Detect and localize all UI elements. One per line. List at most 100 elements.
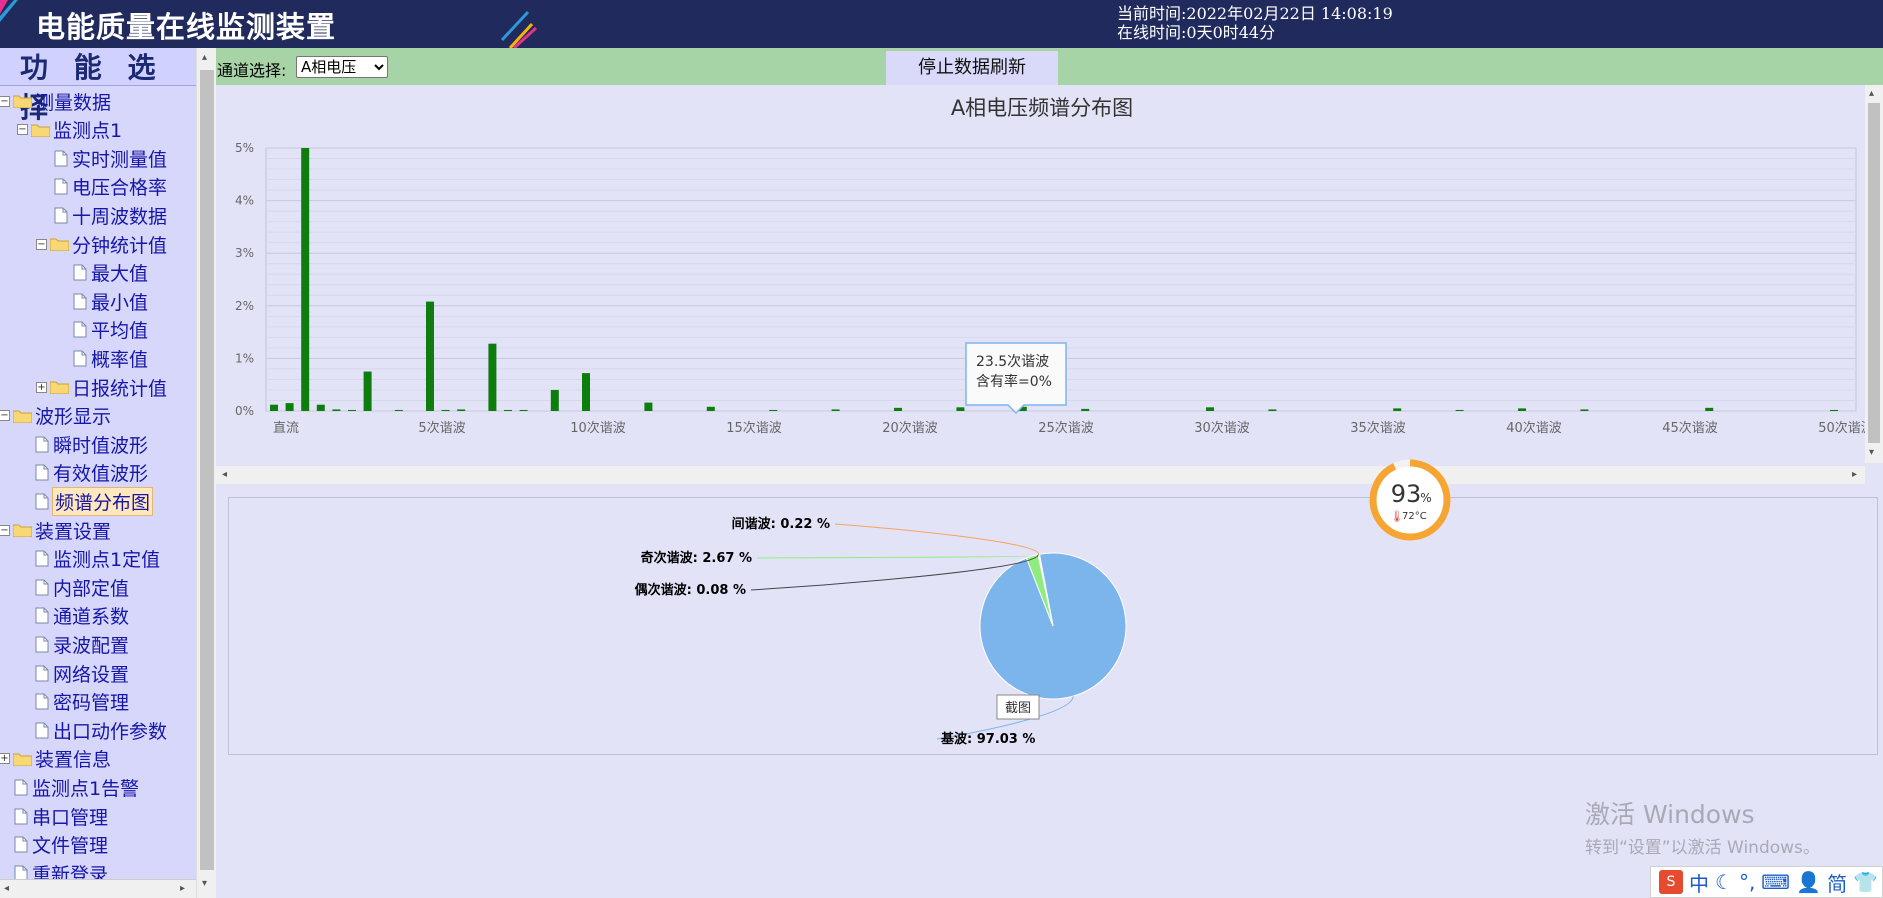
stop-refresh-button[interactable]: 停止数据刷新: [886, 51, 1058, 85]
spectrum-bar[interactable]: [301, 148, 310, 411]
expand-icon[interactable]: +: [36, 381, 47, 393]
scroll-left-icon[interactable]: ◂: [4, 883, 10, 894]
spectrum-bar[interactable]: [363, 371, 372, 411]
spectrum-bar[interactable]: [1393, 408, 1402, 411]
scroll-left-icon[interactable]: ◂: [222, 469, 228, 480]
spectrum-bar[interactable]: [706, 406, 715, 411]
tooltip-line1: 23.5次谐波: [976, 354, 1049, 370]
sidebar-vertical-scrollbar[interactable]: ▴ ▾: [196, 48, 216, 898]
expand-icon[interactable]: +: [0, 753, 10, 765]
sidebar-item[interactable]: 通道系数: [35, 603, 129, 629]
sidebar-item-label: 有效值波形: [53, 463, 149, 486]
shirt-icon[interactable]: 👕: [1853, 870, 1878, 894]
scroll-right-icon[interactable]: ▸: [1852, 469, 1858, 480]
scroll-up-icon[interactable]: ▴: [202, 52, 208, 63]
spectrum-bar[interactable]: [394, 409, 403, 411]
spectrum-bar[interactable]: [1518, 408, 1526, 411]
spectrum-bar[interactable]: [270, 404, 278, 411]
moon-icon[interactable]: ☾: [1715, 870, 1733, 894]
user-icon[interactable]: 👤: [1796, 870, 1822, 894]
ime-toolbar[interactable]: S 中 ☾ °, ⌨ 👤 简 👕: [1650, 866, 1883, 898]
sidebar-item[interactable]: 密码管理: [35, 689, 129, 715]
keyboard-icon[interactable]: ⌨: [1761, 870, 1791, 894]
sidebar-item[interactable]: 最小值: [73, 288, 148, 314]
channel-toolbar: 通道选择: A相电压 停止数据刷新: [216, 48, 1883, 85]
spectrum-bar[interactable]: [1206, 407, 1214, 411]
chart-horizontal-scrollbar[interactable]: ◂ ▸: [216, 466, 1865, 484]
spectrum-bar[interactable]: [1580, 409, 1589, 411]
sidebar-item[interactable]: − 监测点1: [17, 117, 122, 143]
sidebar-item[interactable]: 录波配置: [35, 631, 129, 657]
scroll-down-icon[interactable]: ▾: [202, 878, 208, 889]
cpu-usage-gauge[interactable]: 93 % 🌡 72°C: [1368, 458, 1452, 542]
collapse-icon[interactable]: −: [17, 124, 28, 136]
spectrum-bar[interactable]: [1268, 409, 1277, 411]
chart-vertical-scrollbar[interactable]: ▴ ▾: [1865, 85, 1883, 463]
scroll-down-icon[interactable]: ▾: [1869, 447, 1875, 458]
sidebar-item[interactable]: 串口管理: [14, 803, 108, 829]
spectrum-bar[interactable]: [285, 403, 294, 411]
sidebar-item[interactable]: 出口动作参数: [35, 717, 167, 743]
ime-logo-icon[interactable]: S: [1659, 870, 1683, 894]
sidebar-item[interactable]: 内部定值: [35, 574, 129, 600]
sidebar-item[interactable]: 十周波数据: [54, 202, 167, 228]
sidebar-item[interactable]: 监测点1告警: [14, 774, 139, 800]
channel-select[interactable]: A相电压: [296, 56, 388, 78]
sidebar-item[interactable]: + 装置信息: [0, 746, 111, 772]
spectrum-bar[interactable]: [582, 373, 590, 411]
x-tick-label: 25次谐波: [1038, 420, 1094, 436]
scroll-right-icon[interactable]: ▸: [180, 883, 186, 894]
spectrum-bar[interactable]: [769, 409, 778, 411]
sidebar-item[interactable]: 网络设置: [35, 660, 129, 686]
spectrum-bar[interactable]: [348, 409, 356, 411]
sidebar-item[interactable]: 有效值波形: [35, 460, 148, 486]
sidebar-item[interactable]: 实时测量值: [54, 145, 167, 171]
collapse-icon[interactable]: −: [36, 238, 47, 250]
sidebar-item[interactable]: − 分钟统计值: [36, 231, 167, 257]
spectrum-bar[interactable]: [488, 343, 497, 411]
gauge-value: 93: [1391, 480, 1422, 508]
punctuation-icon[interactable]: °,: [1738, 870, 1756, 894]
ime-simplified-mode[interactable]: 简: [1827, 871, 1848, 896]
sidebar-item[interactable]: 平均值: [73, 317, 148, 343]
spectrum-bar[interactable]: [831, 409, 840, 411]
spectrum-bar[interactable]: [550, 389, 559, 411]
spectrum-bar[interactable]: [1830, 409, 1838, 411]
scroll-up-icon[interactable]: ▴: [1869, 88, 1875, 99]
sidebar-item[interactable]: 文件管理: [14, 832, 108, 858]
sidebar-item[interactable]: − 波形显示: [0, 403, 111, 429]
spectrum-bar[interactable]: [519, 409, 528, 411]
spectrum-bar[interactable]: [426, 301, 434, 411]
sidebar-item[interactable]: 电压合格率: [54, 174, 167, 200]
spectrum-bar[interactable]: [1018, 406, 1027, 411]
collapse-icon[interactable]: −: [0, 410, 10, 422]
x-tick-label: 35次谐波: [1350, 420, 1406, 436]
sidebar-item[interactable]: − 装置设置: [0, 517, 111, 543]
sidebar-item[interactable]: 监测点1定值: [35, 546, 160, 572]
sidebar-item[interactable]: 最大值: [73, 260, 148, 286]
spectrum-bar[interactable]: [644, 402, 653, 411]
sidebar-item-label: 平均值: [91, 320, 149, 343]
spectrum-bar[interactable]: [1705, 407, 1714, 411]
spectrum-bar[interactable]: [1455, 409, 1464, 411]
scrollbar-thumb[interactable]: [200, 70, 214, 870]
page-icon: [54, 207, 68, 224]
spectrum-bar[interactable]: [894, 407, 902, 411]
spectrum-bar[interactable]: [1081, 408, 1090, 411]
collapse-icon[interactable]: −: [0, 95, 10, 107]
sidebar-item[interactable]: 概率值: [73, 345, 148, 371]
spectrum-bar[interactable]: [956, 407, 965, 411]
collapse-icon[interactable]: −: [0, 524, 10, 536]
sidebar-horizontal-scrollbar[interactable]: ◂ ▸: [0, 879, 196, 898]
scrollbar-thumb[interactable]: [1868, 103, 1880, 443]
spectrum-bar[interactable]: [316, 404, 325, 411]
spectrum-bar[interactable]: [504, 409, 512, 411]
spectrum-bar[interactable]: [332, 409, 341, 411]
sidebar-item[interactable]: − 测量数据: [0, 88, 111, 114]
ime-chinese-mode[interactable]: 中: [1689, 871, 1709, 896]
spectrum-bar[interactable]: [457, 409, 466, 411]
sidebar-item[interactable]: 频谱分布图: [35, 486, 154, 516]
spectrum-bar[interactable]: [441, 409, 450, 411]
sidebar-item[interactable]: 瞬时值波形: [35, 431, 148, 457]
sidebar-item[interactable]: + 日报统计值: [36, 374, 167, 400]
